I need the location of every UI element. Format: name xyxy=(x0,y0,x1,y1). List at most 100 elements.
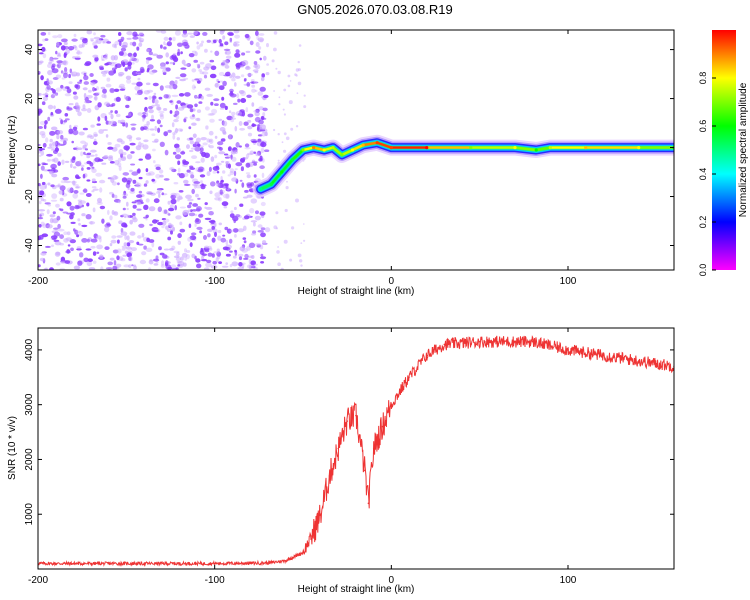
noise-dot xyxy=(254,111,260,117)
noise-dot xyxy=(245,107,249,113)
noise-dot xyxy=(47,63,52,68)
noise-dot xyxy=(260,132,267,137)
snr-point xyxy=(425,354,428,357)
noise-dot xyxy=(243,225,247,231)
noise-dot xyxy=(96,86,99,91)
noise-dot xyxy=(215,257,219,263)
noise-dot xyxy=(196,109,202,113)
noise-dot xyxy=(42,223,48,229)
noise-dot xyxy=(120,119,126,124)
noise-dot xyxy=(76,49,80,55)
noise-dot xyxy=(168,222,172,226)
noise-dot xyxy=(60,134,64,140)
noise-dot xyxy=(68,81,73,84)
noise-dot xyxy=(84,100,91,104)
noise-dot xyxy=(230,150,236,155)
noise-dot xyxy=(300,264,303,267)
noise-dot xyxy=(64,49,70,55)
ridge-point xyxy=(301,148,305,152)
noise-dot xyxy=(73,265,80,270)
ridge-point xyxy=(584,146,588,150)
noise-dot xyxy=(52,77,59,80)
noise-dot xyxy=(49,138,53,143)
noise-dot xyxy=(209,118,215,123)
noise-dot xyxy=(214,103,219,106)
noise-dot xyxy=(40,32,47,36)
ridge-segment xyxy=(280,158,294,174)
noise-dot xyxy=(263,55,267,61)
noise-dot xyxy=(152,148,156,152)
noise-dot xyxy=(128,240,135,244)
noise-dot xyxy=(238,90,245,94)
noise-dot xyxy=(177,167,181,173)
noise-dot xyxy=(182,41,189,47)
noise-dot xyxy=(251,84,256,88)
noise-dot xyxy=(264,132,268,137)
noise-dot xyxy=(259,129,266,132)
noise-dot xyxy=(223,59,229,66)
noise-dot xyxy=(163,178,170,181)
noise-dot xyxy=(276,250,280,254)
noise-dot xyxy=(86,202,90,207)
noise-dot xyxy=(223,206,228,209)
noise-dot xyxy=(130,55,135,60)
noise-dot xyxy=(103,70,110,73)
noise-dot xyxy=(101,94,106,98)
noise-dot xyxy=(280,267,284,270)
noise-dot xyxy=(250,198,258,204)
noise-dot xyxy=(47,31,51,36)
noise-dot xyxy=(143,216,148,219)
noise-dot xyxy=(159,113,164,117)
noise-dot xyxy=(165,61,169,65)
noise-dot xyxy=(227,174,231,177)
noise-dot xyxy=(218,38,222,44)
noise-dot xyxy=(121,177,128,183)
noise-dot xyxy=(153,160,156,164)
noise-dot xyxy=(145,59,150,65)
noise-dot xyxy=(221,201,229,207)
noise-dot xyxy=(239,203,244,207)
noise-dot xyxy=(220,176,223,181)
noise-dot xyxy=(83,81,90,85)
noise-dot xyxy=(85,193,92,197)
noise-dot xyxy=(213,251,220,254)
noise-dot xyxy=(86,152,92,155)
noise-dot xyxy=(76,248,82,251)
noise-dot xyxy=(114,63,118,70)
noise-dot xyxy=(143,124,149,129)
noise-dot xyxy=(46,224,53,229)
noise-dot xyxy=(126,235,130,241)
noise-dot xyxy=(246,194,253,198)
noise-dot xyxy=(287,74,291,78)
snr-xtick-label: 100 xyxy=(560,575,577,586)
noise-dot xyxy=(216,248,220,252)
noise-dot xyxy=(117,239,120,244)
noise-dot xyxy=(219,43,224,47)
noise-dot xyxy=(248,264,252,270)
noise-dot xyxy=(131,62,135,65)
noise-dot xyxy=(109,161,115,164)
noise-dot xyxy=(92,54,99,58)
noise-dot xyxy=(303,223,305,225)
noise-dot xyxy=(174,30,181,36)
noise-dot xyxy=(57,142,61,147)
noise-dot xyxy=(234,249,237,253)
noise-dot xyxy=(207,113,215,116)
noise-dot xyxy=(41,233,49,238)
noise-dot xyxy=(148,106,153,110)
noise-dot xyxy=(111,103,116,107)
noise-dot xyxy=(118,71,125,76)
noise-dot xyxy=(273,31,278,35)
noise-dot xyxy=(232,216,239,222)
noise-dot xyxy=(240,90,247,97)
noise-dot xyxy=(229,229,234,233)
noise-dot xyxy=(204,48,208,53)
noise-dot xyxy=(146,49,150,53)
noise-dot xyxy=(207,233,211,238)
noise-dot xyxy=(126,154,133,160)
noise-dot xyxy=(128,112,132,117)
noise-dot xyxy=(44,267,48,270)
noise-dot xyxy=(141,251,147,256)
noise-dot xyxy=(210,219,216,225)
noise-dot xyxy=(123,224,128,228)
